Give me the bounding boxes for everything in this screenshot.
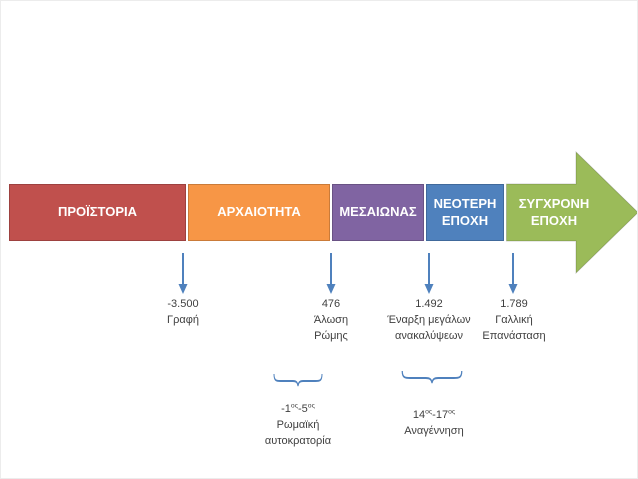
era-box-contemporary: ΣΥΓΧΡΟΝΗ ΕΠΟΧΗ xyxy=(506,151,637,274)
period-range: -1ος-5ος xyxy=(248,402,348,418)
era-box-modern: ΝΕΟΤΕΡΗ ΕΠΟΧΗ xyxy=(426,184,504,241)
era-box-middle-ages: ΜΕΣΑΙΩΝΑΣ xyxy=(332,184,424,241)
event-description: Άλωση Ρώμης xyxy=(313,313,349,342)
era-box-antiquity: ΑΡΧΑΙΟΤΗΤΑ xyxy=(188,184,330,241)
event-year: 1.789 xyxy=(500,298,528,310)
event-great-discoveries: 1.492 Έναρξη μεγάλων ανακαλύψεων xyxy=(387,297,471,345)
century-number: -5 xyxy=(298,403,308,415)
era-label-antiquity: ΑΡΧΑΙΟΤΗΤΑ xyxy=(217,204,301,220)
forward-arrow-shape-icon xyxy=(506,151,637,274)
down-arrow-icon xyxy=(424,253,434,294)
period-range: 14ος-17ος xyxy=(389,408,479,424)
event-description: Γραφή xyxy=(167,313,199,326)
period-name: Ρωμαϊκή αυτοκρατορία xyxy=(264,418,332,447)
era-label-prehistory: ΠΡΟΪΣΤΟΡΙΑ xyxy=(57,204,138,220)
down-arrow-icon xyxy=(508,253,518,294)
event-year: 476 xyxy=(321,298,341,310)
century-number: 14 xyxy=(412,409,426,421)
period-name: Αναγέννηση xyxy=(404,424,464,437)
era-label-contemporary: ΣΥΓΧΡΟΝΗ ΕΠΟΧΗ xyxy=(518,196,590,228)
event-description: Έναρξη μεγάλων ανακαλύψεων xyxy=(387,313,471,342)
period-renaissance: 14ος-17ος Αναγέννηση xyxy=(389,408,479,440)
century-suffix: ος xyxy=(307,402,315,410)
event-description: Γαλλική Επανάσταση xyxy=(482,313,546,342)
century-number: -1 xyxy=(281,403,291,415)
era-box-prehistory: ΠΡΟΪΣΤΟΡΙΑ xyxy=(9,184,186,241)
century-suffix: ος xyxy=(448,408,456,416)
era-label-modern: ΝΕΟΤΕΡΗ ΕΠΟΧΗ xyxy=(433,196,497,228)
event-year: 1.492 xyxy=(415,298,443,310)
underbrace-icon xyxy=(273,373,323,387)
down-arrow-icon xyxy=(178,253,188,294)
event-french-revolution: 1.789 Γαλλική Επανάσταση xyxy=(473,297,555,345)
century-suffix: ος xyxy=(290,402,298,410)
underbrace-icon xyxy=(401,370,463,384)
century-suffix: ος xyxy=(425,408,433,416)
event-year: -3.500 xyxy=(167,298,199,310)
period-roman-empire: -1ος-5ος Ρωμαϊκή αυτοκρατορία xyxy=(248,402,348,450)
era-label-middle-ages: ΜΕΣΑΙΩΝΑΣ xyxy=(339,204,417,220)
event-fall-of-rome: 476 Άλωση Ρώμης xyxy=(301,297,361,345)
down-arrow-icon xyxy=(326,253,336,294)
century-number: -17 xyxy=(432,409,449,421)
event-writing: -3.500 Γραφή xyxy=(138,297,228,329)
